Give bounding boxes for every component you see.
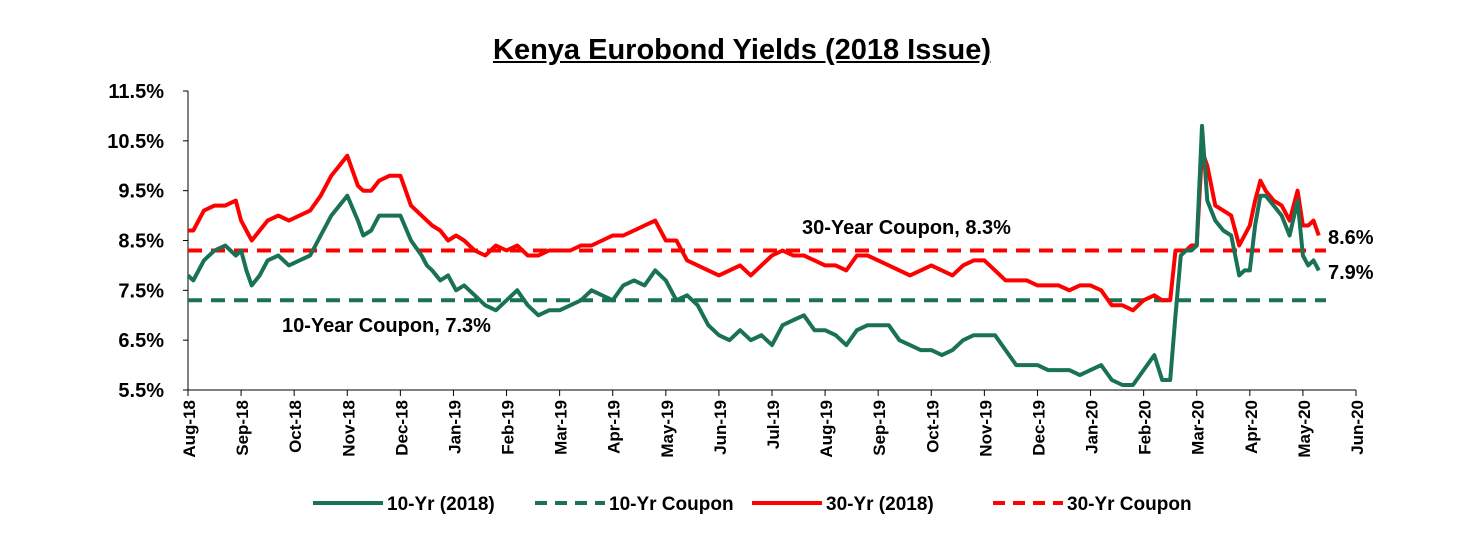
x-tick-label: Dec-18	[392, 400, 411, 456]
x-tick-label: Feb-19	[499, 400, 518, 455]
x-tick-label: Oct-18	[286, 400, 305, 453]
y-tick-label: 10.5%	[107, 131, 164, 153]
legend-label: 10-Yr Coupon	[609, 494, 734, 515]
x-tick-label: Aug-19	[817, 400, 836, 458]
x-tick-label: Feb-20	[1136, 400, 1155, 455]
x-tick-label: Mar-20	[1189, 400, 1208, 455]
x-tick-label: Sep-19	[870, 400, 889, 456]
x-tick-label: Oct-19	[923, 400, 942, 453]
series-30yr-line	[188, 148, 1321, 313]
y-tick-label: 8.5%	[118, 231, 164, 253]
x-tick-label: May-20	[1295, 400, 1314, 458]
annotation-10yr-last: 7.9%	[1328, 262, 1374, 284]
x-tick-label: Jan-20	[1083, 400, 1102, 454]
x-tick-label: Apr-20	[1242, 400, 1261, 454]
x-tick-label: Jun-19	[711, 400, 730, 455]
legend-label: 30-Yr (2018)	[826, 494, 934, 515]
annotation-10yr-coupon: 10-Year Coupon, 7.3%	[282, 315, 491, 337]
y-tick-label: 6.5%	[118, 330, 164, 352]
annotation-30yr-last: 8.6%	[1328, 227, 1374, 249]
legend-label: 10-Yr (2018)	[387, 494, 495, 515]
x-tick-label: Jul-19	[764, 400, 783, 449]
series-10yr-line	[186, 123, 1321, 387]
chart-title: Kenya Eurobond Yields (2018 Issue)	[493, 34, 991, 66]
y-tick-label: 9.5%	[118, 181, 164, 203]
x-tick-label: Nov-18	[339, 400, 358, 457]
x-tick-label: Nov-19	[976, 400, 995, 457]
x-tick-label: Apr-19	[605, 400, 624, 454]
y-tick-label: 11.5%	[108, 81, 164, 103]
x-tick-label: Aug-18	[180, 400, 199, 458]
x-tick-label: Dec-19	[1029, 400, 1048, 456]
x-tick-label: Jan-19	[445, 400, 464, 454]
legend-label: 30-Yr Coupon	[1067, 494, 1192, 515]
x-tick-label: May-19	[658, 400, 677, 458]
y-tick-label: 5.5%	[118, 380, 164, 402]
x-tick-label: Jun-20	[1348, 400, 1367, 455]
annotation-30yr-coupon: 30-Year Coupon, 8.3%	[802, 217, 1011, 239]
x-tick-label: Mar-19	[552, 400, 571, 455]
y-tick-label: 7.5%	[118, 280, 164, 302]
x-tick-label: Sep-18	[233, 400, 252, 456]
